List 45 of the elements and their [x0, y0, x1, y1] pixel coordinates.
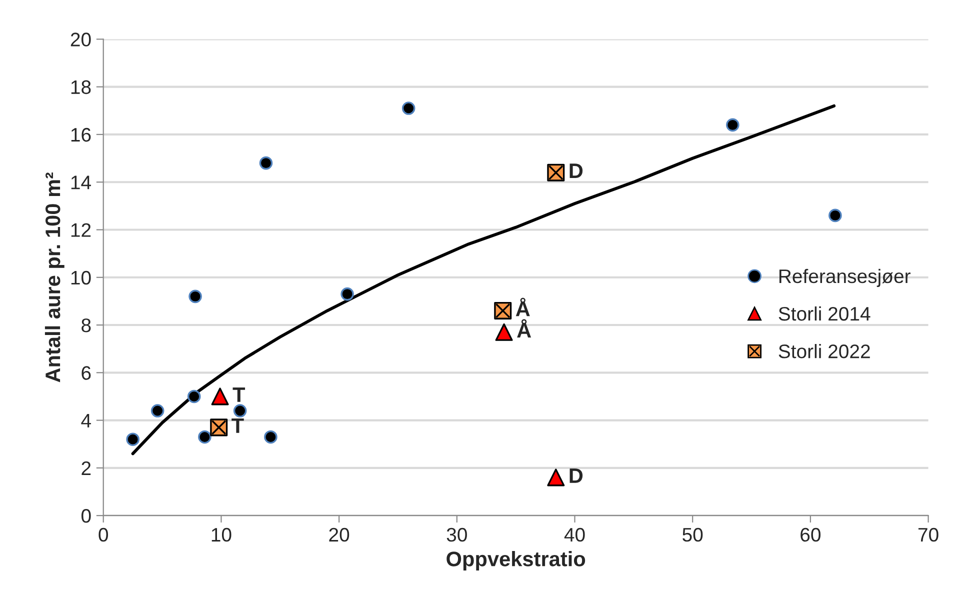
- y-tick-label: 6: [82, 366, 91, 380]
- y-tick-label: 12: [71, 223, 91, 237]
- point: [211, 388, 229, 406]
- annotation: T: [232, 388, 246, 402]
- x-tick-label: 40: [564, 528, 585, 542]
- point: [828, 208, 842, 222]
- point: [259, 156, 273, 170]
- x-tick-label: 50: [682, 528, 703, 542]
- y-tick-label: 14: [71, 176, 91, 190]
- point: [198, 430, 212, 444]
- x-tick-label: 30: [446, 528, 467, 542]
- point: [402, 102, 416, 115]
- y-tick-label: 4: [81, 414, 91, 428]
- annotation: Å: [516, 298, 530, 316]
- point: [150, 404, 164, 418]
- x-tick-label: 20: [329, 528, 350, 542]
- point: [495, 323, 513, 341]
- point: [726, 118, 740, 132]
- y-tick-label: 16: [71, 128, 91, 142]
- y-tick-label: 2: [82, 461, 91, 475]
- y-tick-label: 20: [70, 32, 91, 46]
- point: [264, 430, 278, 444]
- x-tick-label: 0: [98, 528, 108, 542]
- x-tick-label: 10: [212, 528, 232, 542]
- x-axis-title: Oppvekstratio: [446, 551, 586, 570]
- point: [233, 404, 247, 418]
- legend-label: Storli 2014: [778, 306, 870, 321]
- y-tick-label: 8: [82, 318, 91, 332]
- point: [547, 468, 565, 486]
- y-tick-label: 18: [71, 80, 91, 94]
- x-tick-label: 60: [800, 528, 820, 542]
- y-tick-label: 10: [71, 270, 91, 285]
- point: [340, 287, 354, 301]
- annotation: T: [232, 418, 244, 433]
- annotation: D: [570, 468, 583, 483]
- annotation: D: [570, 164, 583, 178]
- annotation: Å: [517, 319, 532, 338]
- y-axis-title: Antall aure pr. 100 m²: [44, 172, 64, 382]
- y-tick-label: 0: [81, 509, 91, 523]
- legend-label: Referansesjøer: [779, 268, 910, 287]
- point: [126, 432, 140, 446]
- point: [188, 290, 202, 304]
- point: [187, 390, 201, 404]
- x-tick-label: 70: [918, 528, 938, 542]
- legend-label: Storli 2022: [778, 344, 870, 358]
